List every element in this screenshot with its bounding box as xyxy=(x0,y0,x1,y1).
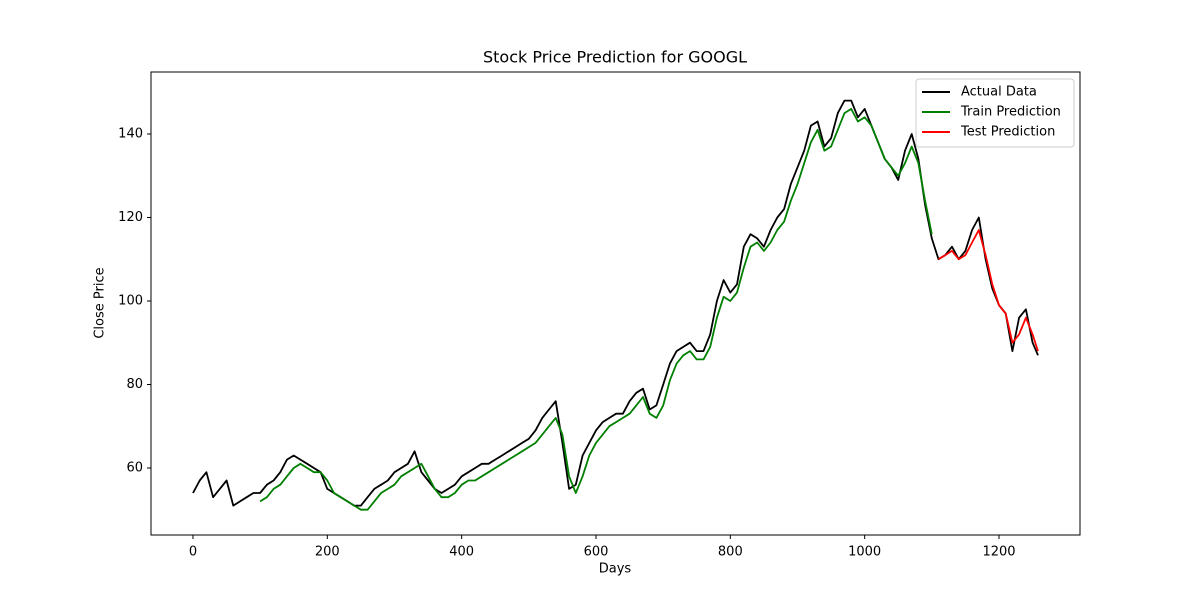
x-tick-label: 1000 xyxy=(848,545,881,560)
legend-label: Actual Data xyxy=(961,85,1037,100)
x-tick-label: 400 xyxy=(449,545,474,560)
x-tick-label: 600 xyxy=(584,545,609,560)
legend-label: Train Prediction xyxy=(960,105,1061,120)
y-tick-label: 120 xyxy=(118,210,143,225)
x-tick-label: 1200 xyxy=(982,545,1015,560)
chart-title: Stock Price Prediction for GOOGL xyxy=(483,48,747,67)
plot-frame xyxy=(150,71,1081,536)
y-tick-label: 60 xyxy=(126,460,143,475)
y-tick-label: 80 xyxy=(126,377,143,392)
y-tick-label: 100 xyxy=(118,293,143,308)
y-axis-label: Close Price xyxy=(93,267,108,338)
x-tick-label: 0 xyxy=(189,545,197,560)
legend-label: Test Prediction xyxy=(960,125,1055,140)
x-tick-label: 800 xyxy=(718,545,743,560)
x-axis-label: Days xyxy=(599,562,632,577)
legend-box xyxy=(915,78,1075,148)
legend: Actual Data Train Prediction Test Predicti… xyxy=(915,78,1075,148)
data-line xyxy=(938,229,1039,352)
x-tick-label: 200 xyxy=(315,545,340,560)
y-tick-label: 140 xyxy=(118,126,143,141)
data-line xyxy=(259,108,933,511)
